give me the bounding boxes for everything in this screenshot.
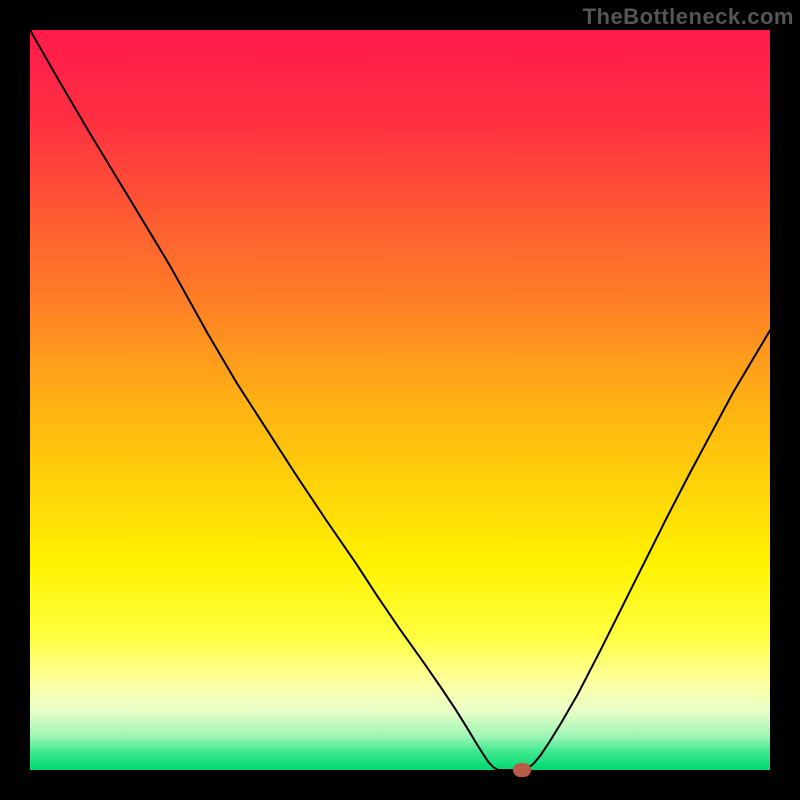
source-watermark: TheBottleneck.com xyxy=(583,4,794,30)
chart-frame: TheBottleneck.com xyxy=(0,0,800,800)
plot-background-gradient xyxy=(30,30,770,770)
plot-area xyxy=(30,30,770,770)
